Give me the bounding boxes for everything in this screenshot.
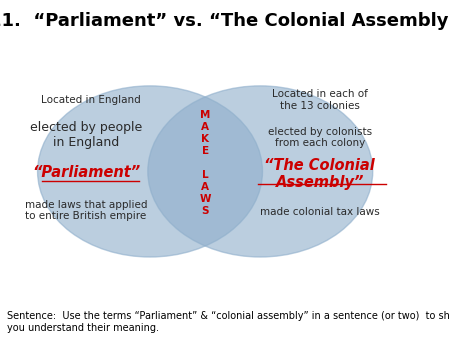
Text: Sentence:  Use the terms “Parliament” & “colonial assembly” in a sentence (or tw: Sentence: Use the terms “Parliament” & “… bbox=[7, 311, 450, 333]
Text: made colonial tax laws: made colonial tax laws bbox=[260, 207, 380, 217]
Text: Located in England: Located in England bbox=[40, 95, 140, 105]
Text: elected by people
in England: elected by people in England bbox=[30, 121, 142, 149]
Text: M
A
K
E

L
A
W
S: M A K E L A W S bbox=[199, 110, 211, 216]
Text: “The Colonial
Assembly”: “The Colonial Assembly” bbox=[265, 158, 375, 190]
Text: “Parliament”: “Parliament” bbox=[32, 165, 140, 180]
Ellipse shape bbox=[38, 86, 262, 257]
Text: 11.  “Parliament” vs. “The Colonial Assembly”: 11. “Parliament” vs. “The Colonial Assem… bbox=[0, 12, 450, 30]
Text: made laws that applied
to entire British empire: made laws that applied to entire British… bbox=[25, 200, 147, 221]
Text: Located in each of
the 13 colonies: Located in each of the 13 colonies bbox=[272, 89, 368, 111]
Text: elected by colonists
from each colony: elected by colonists from each colony bbox=[268, 127, 372, 148]
Ellipse shape bbox=[148, 86, 373, 257]
